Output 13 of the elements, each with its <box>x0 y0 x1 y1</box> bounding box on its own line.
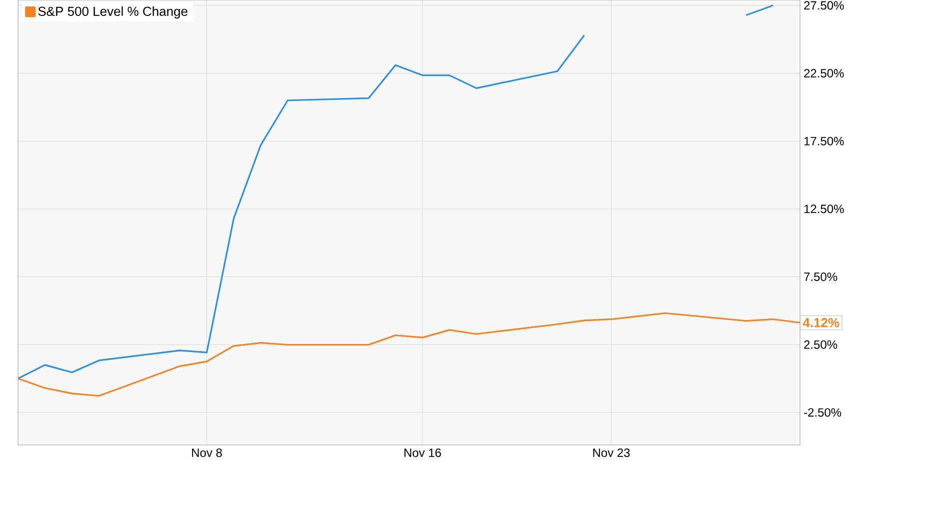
y-tick-label: 27.50% <box>804 1 844 10</box>
x-tick-label: Nov 23 <box>593 448 630 458</box>
y-tick-label: 12.50% <box>804 204 844 214</box>
data-label: 4.12% <box>802 318 840 328</box>
y-tick-label: 7.50% <box>804 272 838 282</box>
y-tick-label: 22.50% <box>804 69 844 78</box>
line-series <box>18 312 800 397</box>
x-tick-label: Nov 16 <box>404 448 441 458</box>
y-tick-label: -2.50% <box>804 408 842 417</box>
legend-label: S&P 500 Level % Change <box>38 6 188 19</box>
y-tick-label: 2.50% <box>804 340 838 349</box>
x-tick-label: Nov 8 <box>192 448 222 458</box>
y-tick-label: 17.50% <box>804 136 844 146</box>
